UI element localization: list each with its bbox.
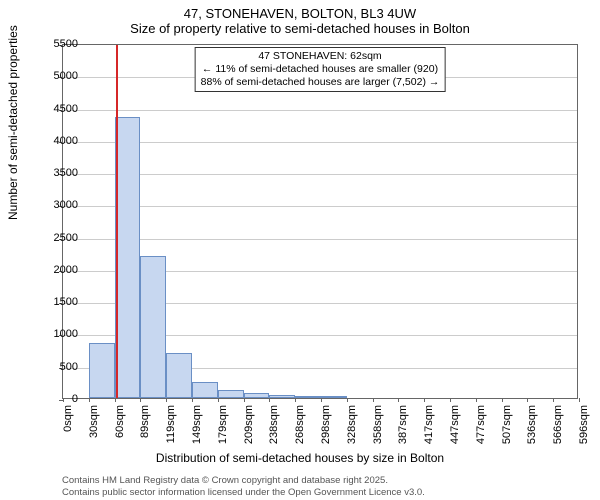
y-axis-label: Number of semi-detached properties <box>6 25 20 220</box>
footer-copyright-1: Contains HM Land Registry data © Crown c… <box>62 475 388 486</box>
histogram-bar <box>244 393 270 398</box>
x-tick <box>553 398 554 402</box>
x-tick-label: 477sqm <box>475 405 487 445</box>
y-tick-label: 5500 <box>54 38 78 50</box>
x-tick <box>89 398 90 402</box>
x-tick-label: 119sqm <box>165 405 177 445</box>
x-tick-label: 60sqm <box>114 405 126 445</box>
x-tick <box>373 398 374 402</box>
x-tick <box>166 398 167 402</box>
histogram-bar <box>89 343 115 398</box>
x-tick-label: 387sqm <box>397 405 409 445</box>
x-axis-label: Distribution of semi-detached houses by … <box>0 451 600 465</box>
histogram-bar <box>295 396 321 398</box>
x-tick <box>476 398 477 402</box>
x-tick-label: 0sqm <box>62 405 74 445</box>
footer-copyright-2: Contains public sector information licen… <box>62 487 425 498</box>
x-tick-label: 536sqm <box>526 405 538 445</box>
y-tick-label: 2000 <box>54 264 78 276</box>
histogram-bar <box>166 353 192 398</box>
annotation-box: 47 STONEHAVEN: 62sqm ← 11% of semi-detac… <box>195 47 446 92</box>
plot-area: 47 STONEHAVEN: 62sqm ← 11% of semi-detac… <box>62 44 578 399</box>
x-tick-label: 417sqm <box>423 405 435 445</box>
histogram-bar <box>140 256 166 398</box>
x-tick <box>218 398 219 402</box>
x-tick <box>269 398 270 402</box>
x-tick <box>398 398 399 402</box>
annotation-smaller-pct: ← 11% of semi-detached houses are smalle… <box>201 63 440 76</box>
histogram-bar <box>192 382 218 398</box>
x-tick-label: 238sqm <box>268 405 280 445</box>
y-tick-label: 1000 <box>54 328 78 340</box>
y-tick-label: 4500 <box>54 103 78 115</box>
x-tick <box>502 398 503 402</box>
x-tick-label: 566sqm <box>552 405 564 445</box>
gridline <box>63 110 577 111</box>
x-tick-label: 179sqm <box>217 405 229 445</box>
x-tick <box>63 398 64 402</box>
x-tick <box>527 398 528 402</box>
x-tick-label: 298sqm <box>320 405 332 445</box>
x-tick-label: 447sqm <box>449 405 461 445</box>
x-tick <box>450 398 451 402</box>
x-tick-label: 30sqm <box>88 405 100 445</box>
property-marker-line <box>116 45 118 398</box>
x-tick <box>424 398 425 402</box>
x-tick-label: 149sqm <box>191 405 203 445</box>
x-tick <box>347 398 348 402</box>
x-tick <box>192 398 193 402</box>
x-tick-label: 328sqm <box>346 405 358 445</box>
histogram-bar <box>115 117 141 398</box>
histogram-bar <box>321 396 347 398</box>
histogram-bar <box>269 395 295 398</box>
y-tick-label: 3500 <box>54 167 78 179</box>
y-tick-label: 500 <box>60 361 78 373</box>
annotation-address-size: 47 STONEHAVEN: 62sqm <box>201 50 440 63</box>
x-tick <box>579 398 580 402</box>
x-tick-label: 507sqm <box>501 405 513 445</box>
x-tick <box>140 398 141 402</box>
x-tick <box>244 398 245 402</box>
chart-title-address: 47, STONEHAVEN, BOLTON, BL3 4UW <box>0 0 600 21</box>
x-tick <box>295 398 296 402</box>
annotation-larger-pct: 88% of semi-detached houses are larger (… <box>201 76 440 89</box>
y-tick-label: 5000 <box>54 70 78 82</box>
x-tick-label: 596sqm <box>578 405 590 445</box>
y-tick-label: 0 <box>72 393 78 405</box>
x-tick <box>115 398 116 402</box>
y-tick-label: 4000 <box>54 135 78 147</box>
histogram-bar <box>218 390 244 398</box>
y-tick-label: 3000 <box>54 199 78 211</box>
x-tick <box>321 398 322 402</box>
y-tick-label: 2500 <box>54 232 78 244</box>
x-tick-label: 89sqm <box>139 405 151 445</box>
x-tick-label: 358sqm <box>372 405 384 445</box>
chart-title-description: Size of property relative to semi-detach… <box>0 21 600 40</box>
x-tick-label: 209sqm <box>243 405 255 445</box>
x-tick-label: 268sqm <box>294 405 306 445</box>
y-tick-label: 1500 <box>54 296 78 308</box>
